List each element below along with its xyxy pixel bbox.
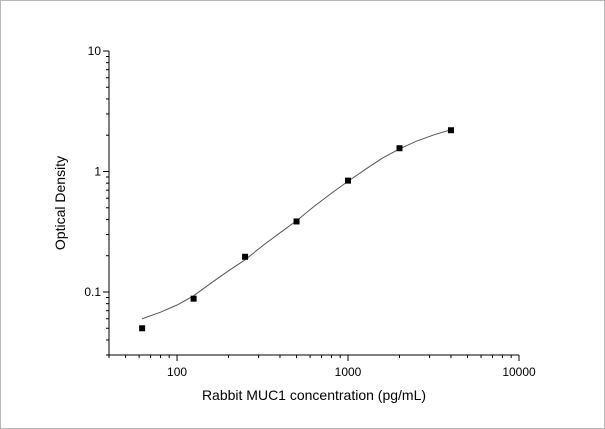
- x-tick-label: 1000: [335, 365, 362, 379]
- x-axis-title: Rabbit MUC1 concentration (pg/mL): [202, 387, 426, 403]
- y-tick-label: 1: [94, 164, 101, 178]
- axes-layer: 100 1000 10000 0.1 1 10: [84, 44, 536, 379]
- data-point: [396, 145, 403, 152]
- x-tick-label: 10000: [502, 365, 536, 379]
- data-point: [139, 325, 146, 332]
- y-tick-label: 10: [88, 44, 102, 58]
- data-point: [447, 127, 454, 134]
- data-point: [242, 253, 249, 260]
- data-point: [293, 218, 300, 225]
- data-point: [345, 177, 352, 184]
- y-tick-label: 0.1: [84, 285, 101, 299]
- data-points-layer: [139, 127, 454, 332]
- data-point: [190, 295, 197, 302]
- y-axis-title: Optical Density: [52, 156, 68, 250]
- x-tick-label: 100: [167, 365, 187, 379]
